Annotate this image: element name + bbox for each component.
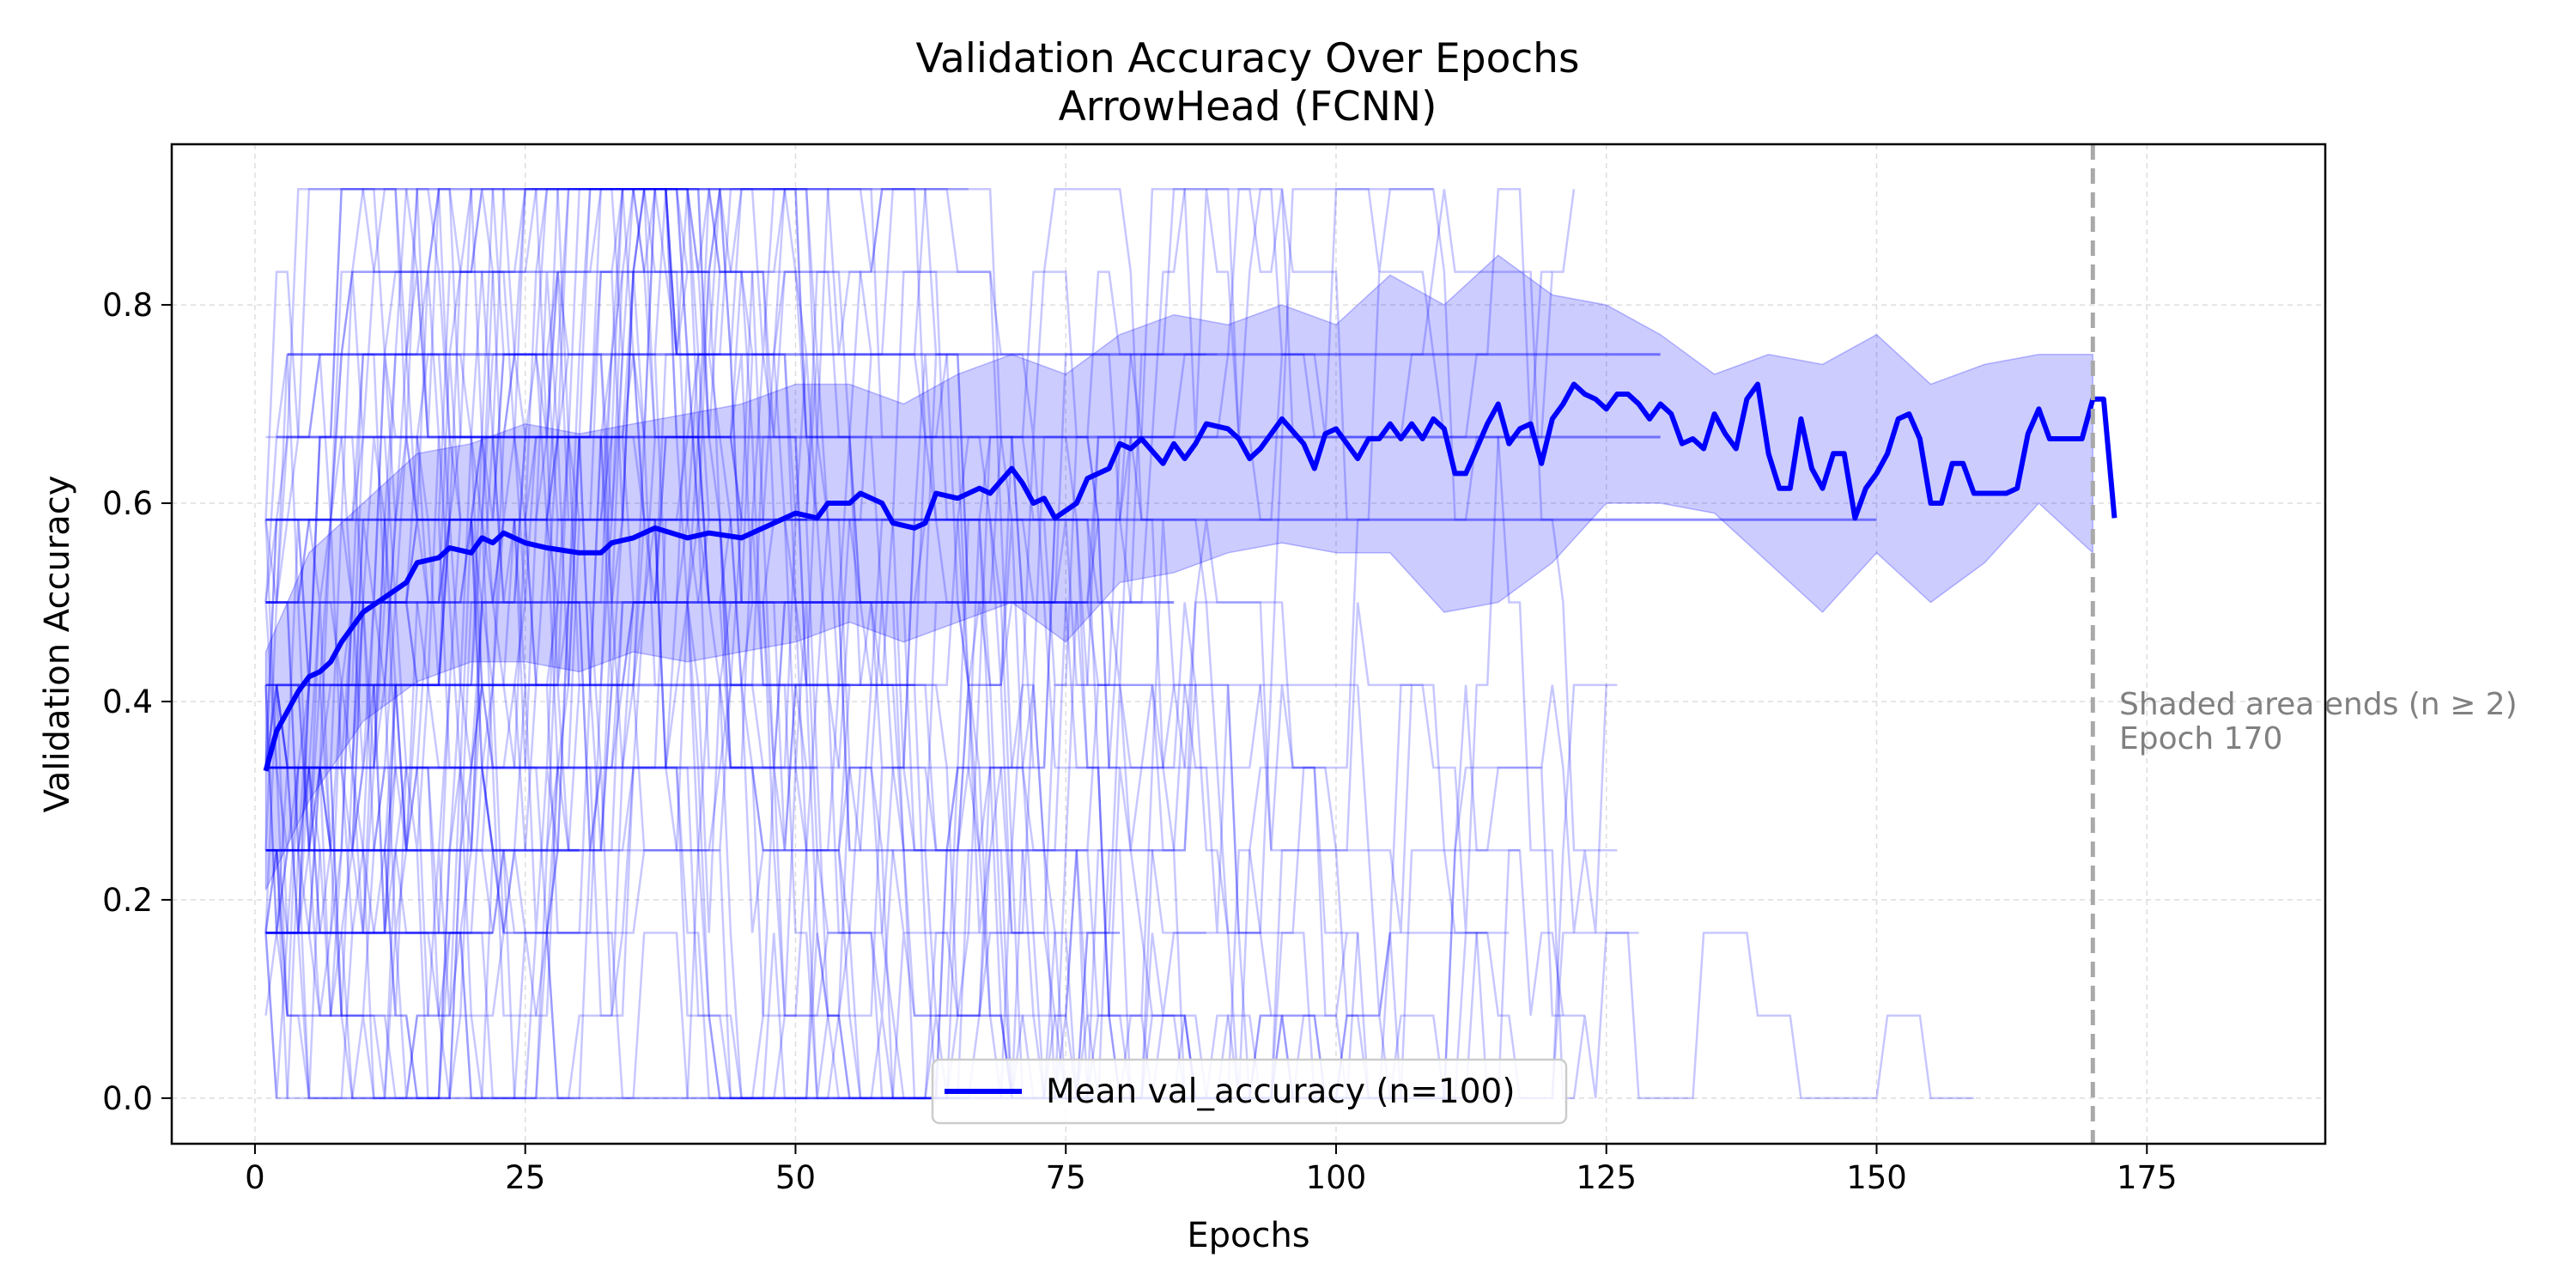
run-line <box>265 188 969 851</box>
run-line <box>265 188 1315 934</box>
y-axis-label: Validation Accuracy <box>38 476 77 813</box>
run-line <box>265 188 1197 1017</box>
run-line <box>264 188 1564 1100</box>
x-tick-label: 175 <box>2117 1159 2178 1196</box>
run-line <box>265 519 689 1100</box>
mean-line-group <box>263 381 2117 772</box>
x-axis-label: Epochs <box>1187 1216 1309 1255</box>
run-line <box>265 270 1218 1100</box>
run-line <box>265 188 1618 852</box>
run-line <box>264 188 807 769</box>
run-line <box>264 353 1121 1100</box>
annotation-line-2: Epoch 170 <box>2119 721 2282 756</box>
y-tick-label: 0.0 <box>102 1080 153 1117</box>
run-line <box>264 188 862 1100</box>
run-line <box>265 188 549 520</box>
y-tick-label: 0.2 <box>102 882 153 919</box>
y-tick-label: 0.8 <box>102 287 153 324</box>
run-line <box>265 519 1121 1100</box>
run-line <box>265 188 829 851</box>
run-line <box>265 601 1261 1100</box>
y-tick-label: 0.4 <box>102 683 153 720</box>
run-line <box>264 602 969 1100</box>
run-line <box>264 601 558 933</box>
legend: Mean val_accuracy (n=100) <box>931 1058 1568 1125</box>
run-line <box>265 188 1206 1017</box>
std-band <box>264 254 2094 890</box>
annotation-line-1: Shaded area ends (n ≥ 2) <box>2119 687 2518 722</box>
run-line <box>265 271 720 769</box>
legend-label: Mean val_accuracy (n=100) <box>1046 1072 1516 1111</box>
run-line <box>265 189 624 933</box>
legend-box <box>931 1058 1568 1125</box>
x-tick-label: 100 <box>1306 1159 1367 1196</box>
run-line <box>264 353 558 1098</box>
run-line <box>265 188 1974 1100</box>
run-line <box>265 188 1218 934</box>
run-line <box>265 354 1206 1100</box>
run-line <box>264 270 1413 1100</box>
run-line <box>265 188 1121 1017</box>
run-line <box>265 353 1046 1100</box>
run-line <box>265 270 1552 1100</box>
chart-subtitle: ArrowHead (FCNN) <box>1059 83 1437 131</box>
run-line <box>265 353 947 1100</box>
run-line <box>265 188 872 934</box>
run-line <box>264 188 1348 1100</box>
run-line <box>265 270 709 851</box>
run-line <box>265 270 1175 852</box>
std-band-group <box>264 254 2094 890</box>
run-line <box>265 270 1326 1100</box>
mean-line <box>263 381 2117 772</box>
run-line <box>264 188 1607 1100</box>
run-line <box>265 188 1510 1100</box>
run-line <box>265 188 720 852</box>
run-line <box>265 188 1434 934</box>
axis-ticks: 0 25 50 75 100 125 150 175 0.0 0.2 0.4 0.6 0.8 <box>102 287 2177 1196</box>
x-tick-label: 75 <box>1046 1159 1086 1196</box>
run-line <box>264 188 992 1100</box>
x-tick-label: 25 <box>505 1159 545 1196</box>
run-line <box>265 601 1077 1100</box>
x-tick-label: 0 <box>245 1159 265 1196</box>
run-line <box>265 519 1489 1100</box>
run-line <box>265 188 1164 934</box>
run-line <box>265 519 613 1017</box>
run-line <box>265 188 1348 1100</box>
run-line <box>265 519 850 1100</box>
run-line <box>265 188 1576 1100</box>
run-line <box>265 353 1034 1100</box>
run-line <box>264 188 666 934</box>
x-tick-label: 150 <box>1846 1159 1907 1196</box>
run-line <box>264 188 710 769</box>
y-tick-label: 0.6 <box>102 485 153 522</box>
x-tick-label: 125 <box>1576 1159 1637 1196</box>
plot-frame <box>170 143 2327 1145</box>
chart-title: Validation Accuracy Over Epochs <box>916 35 1580 82</box>
run-line <box>264 188 569 603</box>
x-tick-label: 50 <box>775 1159 816 1196</box>
run-line <box>264 435 580 1100</box>
run-line <box>264 188 1035 933</box>
run-line <box>265 188 914 1099</box>
